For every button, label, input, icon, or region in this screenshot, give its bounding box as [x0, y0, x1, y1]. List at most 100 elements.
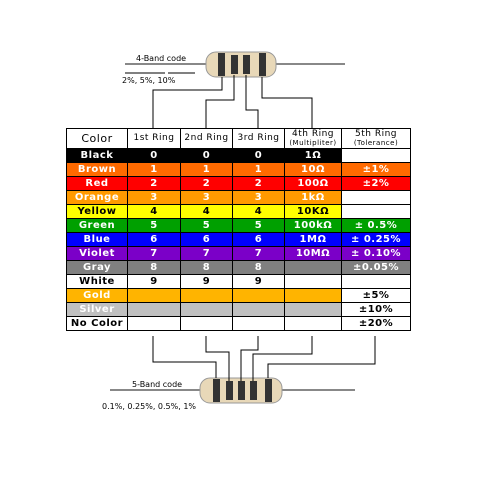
header-cell: 2nd Ring — [180, 128, 233, 149]
ring-value — [284, 316, 342, 331]
color-name: Violet — [66, 246, 128, 261]
ring-value — [341, 148, 411, 163]
ring-value — [127, 316, 181, 331]
ring-value: 5 — [180, 218, 233, 233]
ring-value: 10KΩ — [284, 204, 342, 219]
ring-value — [284, 288, 342, 303]
color-name: Yellow — [66, 204, 128, 219]
color-name: Red — [66, 176, 128, 191]
ring-value: ± 0.5% — [341, 218, 411, 233]
ring-value: 7 — [232, 246, 285, 261]
ring-value: ± 0.25% — [341, 232, 411, 247]
ring-value: ±1% — [341, 162, 411, 177]
color-row: No Color ±20% — [66, 316, 411, 331]
ring-value — [284, 260, 342, 275]
color-row: Violet 7 7 7 10MΩ ± 0.10% — [66, 246, 411, 261]
ring-value: ±0.05% — [341, 260, 411, 275]
color-name: Brown — [66, 162, 128, 177]
ring-value: 5 — [232, 218, 285, 233]
color-name: White — [66, 274, 128, 289]
ring-value: 3 — [127, 190, 181, 205]
ring-value: 8 — [232, 260, 285, 275]
color-row: Gold ±5% — [66, 288, 411, 303]
ring-value: 8 — [180, 260, 233, 275]
color-row: Red 2 2 2 100Ω ±2% — [66, 176, 411, 191]
ring-value — [180, 302, 233, 317]
column-title: 1st Ring — [133, 133, 175, 143]
ring-value: 9 — [180, 274, 233, 289]
column-note: (Tolerance) — [353, 138, 399, 147]
color-code-table: Color 1st Ring 2nd Ring 3rd Ring 4th Ring (Mu… — [66, 128, 411, 331]
ring-value: 6 — [180, 232, 233, 247]
ring-value — [127, 302, 181, 317]
ring-value: 0 — [232, 148, 285, 163]
color-row: Yellow 4 4 4 10KΩ — [66, 204, 411, 219]
color-name: Gray — [66, 260, 128, 275]
color-name: Orange — [66, 190, 128, 205]
ring-value: 6 — [232, 232, 285, 247]
ring-value: 10Ω — [284, 162, 342, 177]
top-band-title: 4-Band code — [136, 54, 187, 63]
column-title: 2nd Ring — [184, 133, 229, 143]
ring-value: ±10% — [341, 302, 411, 317]
ring-value: 1MΩ — [284, 232, 342, 247]
ring-value: 4 — [232, 204, 285, 219]
header-row: Color 1st Ring 2nd Ring 3rd Ring 4th Ring (Mu… — [66, 128, 411, 149]
ring-value: 6 — [127, 232, 181, 247]
ring-value: ± 0.10% — [341, 246, 411, 261]
ring-value — [232, 316, 285, 331]
color-row: Blue 6 6 6 1MΩ ± 0.25% — [66, 232, 411, 247]
bottom-band-title: 5-Band code — [132, 380, 183, 389]
ring-value: 9 — [127, 274, 181, 289]
top-band-tolerances: 2%, 5%, 10% — [122, 76, 176, 85]
ring-value: ±2% — [341, 176, 411, 191]
ring-value: 1 — [180, 162, 233, 177]
ring-value — [180, 288, 233, 303]
ring-value: ±20% — [341, 316, 411, 331]
ring-value: 9 — [232, 274, 285, 289]
column-title: 4th Ring — [292, 128, 334, 139]
column-note: (Multipliter) — [289, 138, 337, 147]
ring-value: 7 — [127, 246, 181, 261]
ring-value: 0 — [180, 148, 233, 163]
ring-value — [284, 274, 342, 289]
color-row: Silver ±10% — [66, 302, 411, 317]
color-row: Green 5 5 5 100kΩ ± 0.5% — [66, 218, 411, 233]
ring-value: 1kΩ — [284, 190, 342, 205]
color-name: Blue — [66, 232, 128, 247]
color-name: Silver — [66, 302, 128, 317]
header-cell: 3rd Ring — [232, 128, 285, 149]
ring-value: 100Ω — [284, 176, 342, 191]
header-cell: 1st Ring — [127, 128, 181, 149]
color-name: Black — [66, 148, 128, 163]
ring-value: 2 — [232, 176, 285, 191]
color-row: Brown 1 1 1 10Ω ±1% — [66, 162, 411, 177]
color-name: Gold — [66, 288, 128, 303]
header-cell: 4th Ring (Multipliter) — [284, 128, 342, 149]
ring-value: 1 — [127, 162, 181, 177]
ring-value: 1 — [232, 162, 285, 177]
column-title: 3rd Ring — [237, 133, 280, 143]
bottom-band-tolerances: 0.1%, 0.25%, 0.5%, 1% — [102, 402, 197, 411]
ring-value: 0 — [127, 148, 181, 163]
ring-value: 4 — [127, 204, 181, 219]
ring-value — [127, 288, 181, 303]
ring-value: 3 — [232, 190, 285, 205]
ring-value — [341, 204, 411, 219]
color-row: White 9 9 9 — [66, 274, 411, 289]
ring-value — [232, 302, 285, 317]
ring-value: 10MΩ — [284, 246, 342, 261]
header-cell: Color — [66, 128, 128, 149]
column-title: 5th Ring — [355, 128, 397, 139]
ring-value: 3 — [180, 190, 233, 205]
ring-value: 7 — [180, 246, 233, 261]
ring-value: 100kΩ — [284, 218, 342, 233]
ring-value: 4 — [180, 204, 233, 219]
ring-value: ±5% — [341, 288, 411, 303]
ring-value — [180, 316, 233, 331]
ring-value — [232, 288, 285, 303]
color-row: Black 0 0 0 1Ω — [66, 148, 411, 163]
color-row: Orange 3 3 3 1kΩ — [66, 190, 411, 205]
